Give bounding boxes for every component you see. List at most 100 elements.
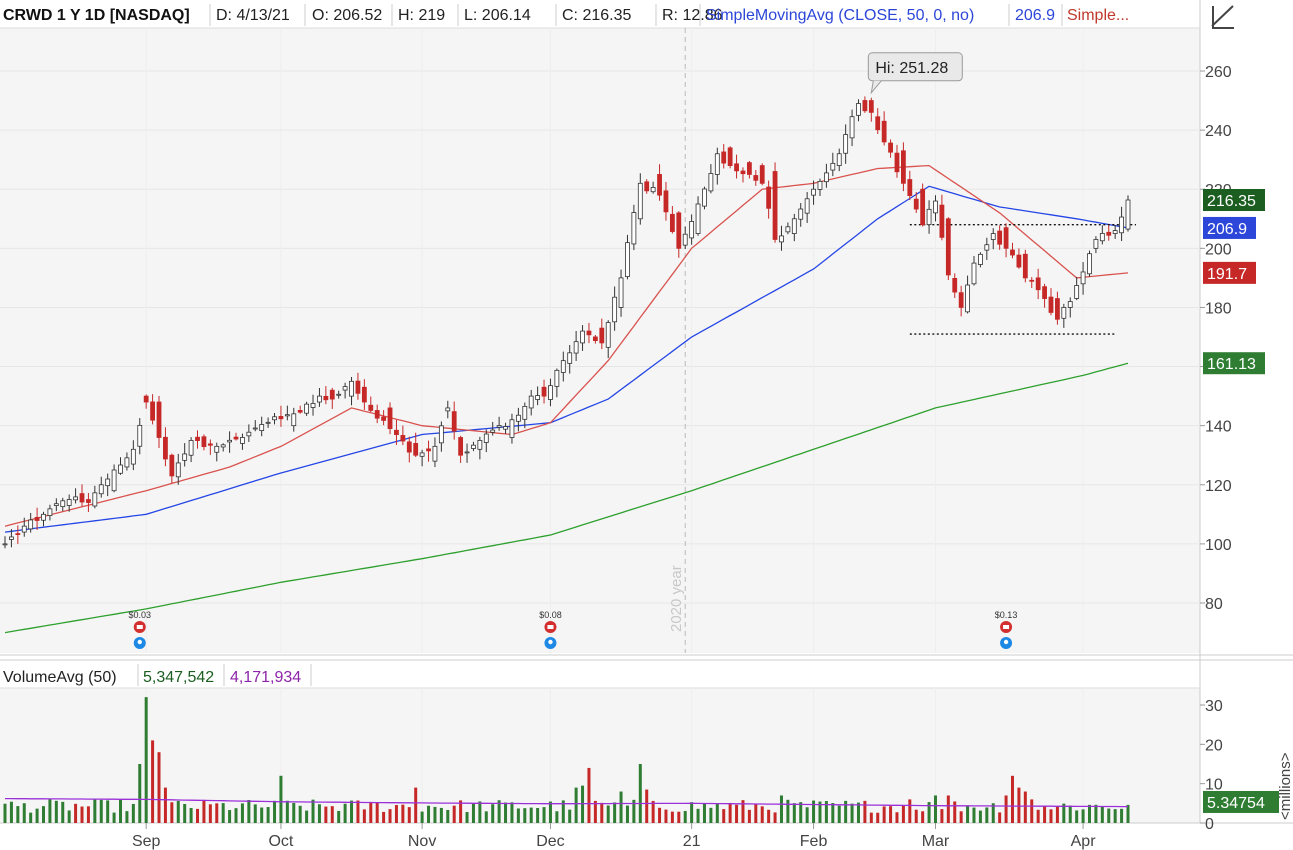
candle: [1099, 225, 1105, 245]
candle: [464, 443, 470, 463]
candle: [714, 147, 720, 185]
candle: [695, 196, 701, 236]
candle: [265, 417, 271, 428]
candle: [625, 234, 630, 280]
price-tick-label: 120: [1205, 478, 1232, 495]
candle: [53, 498, 59, 512]
volume-bar: [658, 807, 662, 823]
volume-bar: [1030, 799, 1034, 823]
candle: [496, 416, 502, 431]
grid-lines: [0, 70, 1200, 604]
candle: [1010, 242, 1015, 259]
sma200-line: [4, 362, 1129, 634]
candle-body: [939, 204, 945, 238]
volume-bar: [394, 805, 398, 823]
last-value-text: 216.35: [1207, 193, 1256, 210]
candle: [233, 432, 239, 441]
volume-bar: [125, 811, 129, 823]
last-value-badge: [1203, 352, 1265, 375]
candle-body: [952, 277, 958, 293]
header-symbol[interactable]: CRWD 1 Y 1D [NASDAQ]: [3, 7, 190, 24]
candle: [297, 405, 303, 414]
volume-bar: [382, 811, 386, 823]
candle: [1029, 277, 1035, 288]
candle: [978, 252, 983, 268]
last-value-badge: [1203, 189, 1265, 212]
candle-body: [1035, 277, 1041, 291]
volume-bar: [933, 795, 937, 823]
dividend-marker[interactable]: $0.13: [995, 610, 1018, 649]
volume-bar: [542, 807, 546, 823]
candle-body: [118, 464, 123, 474]
candle: [477, 436, 483, 460]
volume-bar: [863, 800, 867, 823]
candle-body: [413, 442, 419, 456]
dividend-marker[interactable]: $0.08: [539, 610, 562, 649]
candle: [118, 457, 123, 475]
date-tick-label: Sep: [132, 833, 161, 850]
candle-body: [79, 493, 85, 503]
candle: [933, 195, 938, 222]
candle: [207, 439, 213, 455]
header-sma-study[interactable]: SimpleMovingAvg (CLOSE, 50, 0, no): [706, 7, 974, 24]
candle-body: [400, 435, 406, 442]
candle-body: [881, 120, 887, 143]
volume-bar: [991, 803, 995, 823]
candle: [240, 433, 245, 450]
sma20-path: [4, 164, 1129, 527]
candle: [1112, 224, 1118, 239]
candle-body: [727, 147, 733, 166]
candle: [830, 152, 836, 177]
volume-last-badge: [1203, 790, 1279, 813]
candle: [560, 351, 566, 382]
candle-body: [1022, 253, 1028, 279]
volume-bar: [1062, 803, 1066, 823]
candle-body: [509, 419, 515, 438]
candle-body: [702, 188, 707, 207]
volume-bar: [420, 811, 424, 823]
volume-bar: [459, 800, 463, 823]
volume-study-label[interactable]: VolumeAvg (50): [3, 669, 117, 686]
candle: [323, 386, 329, 405]
volume-bar: [799, 802, 803, 823]
candle: [413, 432, 419, 458]
candle: [894, 144, 900, 178]
drawing-tool-icon[interactable]: [1211, 5, 1234, 29]
volume-bar: [439, 807, 443, 823]
volume-bar: [645, 789, 649, 823]
candle-body: [66, 499, 72, 506]
volume-bar: [1075, 810, 1079, 823]
volume-bar: [414, 787, 418, 823]
volume-bar: [285, 800, 289, 823]
candle: [137, 418, 143, 455]
candle: [1035, 268, 1041, 300]
volume-bars: [3, 697, 1130, 823]
candle: [734, 154, 739, 179]
dividend-label: $0.08: [539, 610, 562, 620]
candle: [284, 405, 290, 421]
candle-body: [284, 414, 290, 417]
candle-body: [336, 393, 342, 396]
volume-bar: [324, 806, 328, 823]
candle: [971, 255, 977, 286]
volume-bar: [953, 801, 957, 823]
header-sma-more[interactable]: Simple...: [1067, 7, 1129, 24]
volume-bar: [593, 800, 597, 823]
volume-bar: [606, 805, 610, 823]
candle: [708, 164, 714, 194]
candle: [631, 204, 637, 251]
last-value-text: 161.13: [1207, 356, 1256, 373]
candle-body: [926, 208, 932, 225]
volume-bar: [568, 809, 572, 823]
candle: [965, 275, 970, 314]
volume-bar: [1010, 775, 1014, 823]
volume-bar: [741, 800, 745, 823]
dividend-marker[interactable]: $0.03: [128, 610, 151, 649]
volume-last-text: 5.34754: [1207, 795, 1265, 812]
date-tick-label: Oct: [268, 833, 293, 850]
candle: [663, 181, 669, 221]
candle: [958, 285, 964, 317]
volume-bar: [959, 811, 963, 823]
price-axis-ticks: 80100120140160180200220240260: [1200, 64, 1232, 613]
